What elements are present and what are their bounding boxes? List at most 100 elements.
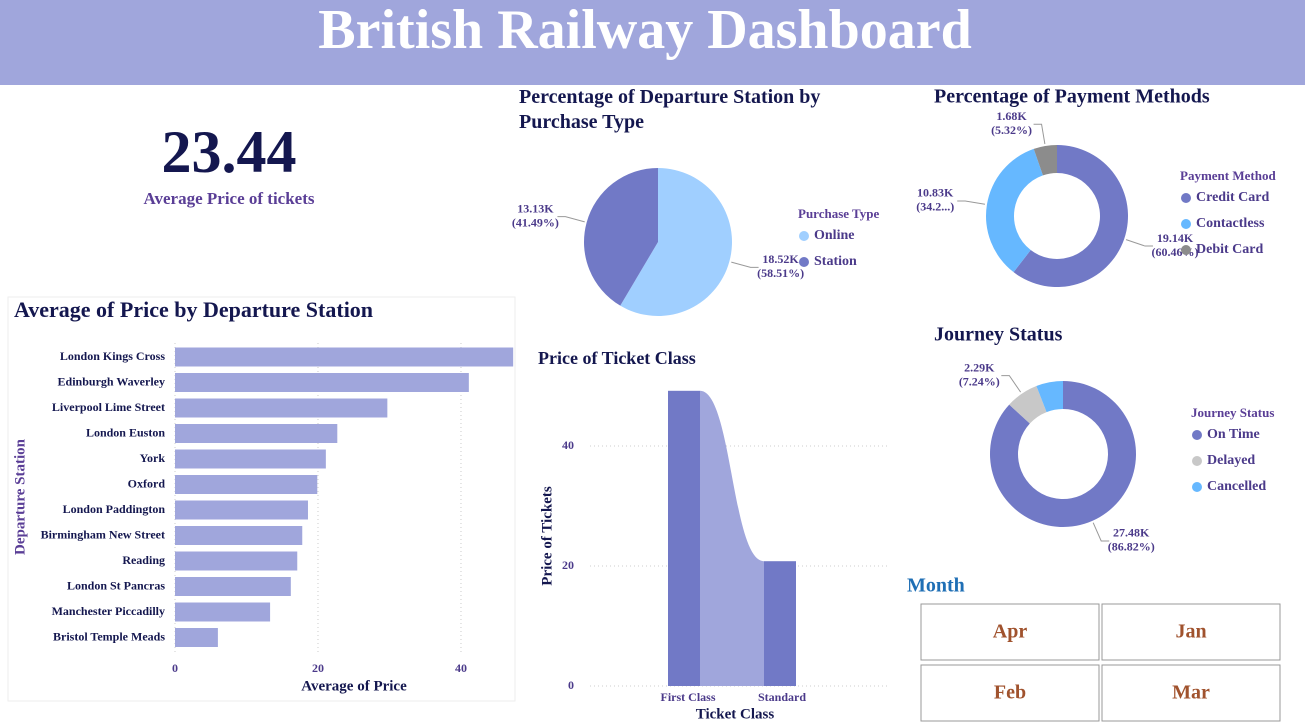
leader-line (957, 200, 986, 205)
slice (620, 168, 732, 316)
x-tick-label: 20 (312, 661, 324, 675)
kpi-label: Average Price of tickets (143, 189, 314, 208)
legend-label[interactable]: Cancelled (1207, 479, 1266, 494)
x-tick-label: Standard (758, 690, 806, 704)
y-axis-label: Price of Tickets (539, 486, 555, 586)
y-tick-label: London Kings Cross (60, 349, 165, 363)
bar (175, 449, 326, 469)
chart-title: Percentage of Departure Station by Purch… (519, 86, 825, 133)
data-label: 18.52K (762, 252, 799, 266)
legend-marker (1192, 430, 1202, 440)
bar (175, 424, 338, 443)
data-label: (60.46%) (1152, 245, 1199, 259)
y-tick-label: 20 (562, 558, 574, 572)
ribbon (700, 390, 764, 686)
data-label: 13.13K (517, 201, 554, 215)
y-tick-label: Edinburgh Waverley (58, 374, 165, 388)
leader-line (731, 261, 759, 268)
legend-label[interactable]: On Time (1207, 427, 1260, 442)
legend-title: Payment Method (1180, 168, 1276, 183)
data-label: (34.2...) (916, 200, 954, 214)
data-label: (58.51%) (757, 266, 804, 280)
chart-title: Percentage of Payment Methods (934, 86, 1210, 108)
legend-label[interactable]: Contactless (1196, 216, 1265, 231)
legend-marker (799, 257, 809, 267)
legend-marker (1181, 219, 1191, 229)
legend-marker (1181, 245, 1191, 255)
leader-line (1125, 239, 1154, 247)
leader-line (1033, 123, 1046, 145)
y-tick-label: York (140, 451, 166, 465)
x-axis-label: Ticket Class (696, 706, 775, 722)
data-label: (5.32%) (991, 123, 1032, 137)
slicer-button[interactable] (920, 603, 1100, 661)
x-tick-label: 40 (455, 661, 467, 675)
bar (668, 390, 700, 686)
bar (175, 500, 308, 520)
data-label: 1.68K (996, 109, 1027, 123)
slice (1009, 386, 1047, 424)
y-tick-label: Manchester Piccadilly (52, 604, 165, 618)
bar (175, 602, 271, 622)
leader-line (1001, 375, 1022, 393)
bar (175, 398, 388, 418)
legend-label[interactable]: Station (814, 254, 857, 269)
legend-label[interactable]: Delayed (1207, 453, 1255, 468)
legend-label[interactable]: Debit Card (1196, 242, 1263, 257)
chart-title: Price of Ticket Class (538, 348, 696, 368)
bar (175, 628, 218, 647)
slice (1036, 381, 1063, 413)
slicer-button[interactable] (920, 664, 1100, 722)
data-label: (86.82%) (1108, 540, 1155, 554)
bar (175, 475, 318, 494)
legend-label[interactable]: Credit Card (1196, 190, 1269, 205)
dashboard-title: British Railway Dashboard (318, 0, 971, 61)
legend-title: Journey Status (1191, 405, 1274, 420)
legend-marker (799, 231, 809, 241)
legend-marker (1192, 482, 1202, 492)
bar (175, 551, 298, 571)
slicer-item[interactable]: Mar (1172, 682, 1210, 704)
slice (985, 148, 1043, 273)
chart-title: Journey Status (934, 324, 1063, 346)
legend-label[interactable]: Online (814, 228, 854, 243)
chart-title: Average of Price by Departure Station (14, 297, 373, 322)
x-tick-label: First Class (661, 690, 716, 704)
slicer-button[interactable] (1101, 603, 1281, 661)
data-label: (41.49%) (512, 215, 559, 229)
kpi-value: 23.44 (162, 119, 297, 185)
y-tick-label: Oxford (128, 476, 166, 490)
legend-title: Purchase Type (798, 206, 879, 221)
x-axis-label: Average of Price (301, 678, 407, 694)
header-band (0, 0, 1305, 85)
data-label: 2.29K (964, 360, 995, 374)
bar (175, 526, 303, 545)
slicer-item[interactable]: Feb (994, 682, 1026, 704)
y-tick-label: 0 (568, 678, 574, 692)
bar-panel (7, 296, 516, 702)
slice (1033, 145, 1057, 176)
data-label: 10.83K (917, 186, 954, 200)
y-axis-label: Departure Station (12, 438, 28, 555)
x-tick-label: 0 (172, 661, 178, 675)
legend-marker (1181, 193, 1191, 203)
bar (175, 577, 291, 596)
y-tick-label: Birmingham New Street (41, 527, 165, 541)
legend-marker (1192, 456, 1202, 466)
slice (1013, 145, 1128, 287)
data-label: 19.14K (1157, 231, 1194, 245)
slicer-title: Month (907, 575, 965, 597)
leader-line (1092, 522, 1110, 542)
bar (175, 347, 514, 367)
slicer-button[interactable] (1101, 664, 1281, 722)
data-label: 27.48K (1113, 526, 1150, 540)
y-tick-label: Bristol Temple Meads (53, 629, 165, 643)
slicer-item[interactable]: Jan (1175, 621, 1206, 643)
slicer-item[interactable]: Apr (993, 621, 1028, 643)
leader-line (557, 216, 585, 223)
y-tick-label: London Euston (86, 425, 165, 439)
y-tick-label: Liverpool Lime Street (52, 400, 165, 414)
y-tick-label: Reading (122, 553, 165, 567)
y-tick-label: London St Pancras (67, 578, 165, 592)
